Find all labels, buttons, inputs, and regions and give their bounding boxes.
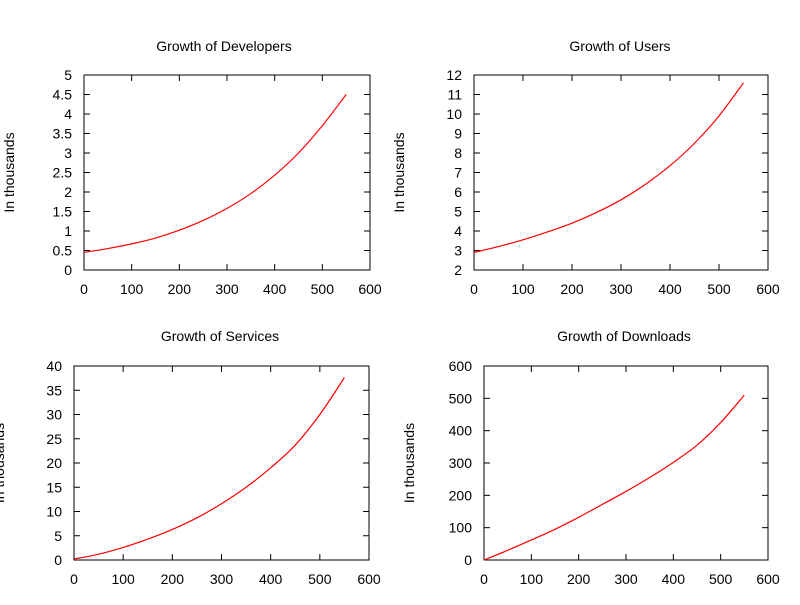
- x-tick-label: 400: [259, 571, 283, 587]
- y-axis-label: In thousands: [391, 132, 407, 212]
- y-tick-label: 4: [64, 106, 72, 122]
- x-tick-label: 600: [756, 571, 780, 587]
- y-tick-label: 0: [64, 262, 72, 278]
- series-line-1: [83, 94, 347, 254]
- y-tick-label: 100: [449, 520, 473, 536]
- y-tick-label: 8: [454, 145, 462, 161]
- y-axis-label: In thousands: [401, 423, 417, 503]
- chart-panel-2: Growth of Users In thousands 0 100 200 300 400…: [391, 38, 780, 297]
- x-tick-label: 100: [511, 281, 535, 297]
- plot-frame: [83, 74, 371, 271]
- x-tick-label: 300: [215, 281, 239, 297]
- y-tick-label: 7: [454, 165, 462, 181]
- chart-title: Growth of Downloads: [557, 328, 691, 344]
- y-tick-label: 200: [449, 487, 473, 503]
- x-tick-label: 200: [168, 281, 192, 297]
- y-tick-label: 5: [454, 204, 462, 220]
- x-tick-label: 600: [358, 281, 382, 297]
- y-tick-label: 20: [46, 455, 62, 471]
- y-axis-label: In thousands: [1, 132, 17, 212]
- y-tick-label: 15: [46, 479, 62, 495]
- series-line-1: [73, 377, 345, 560]
- y-tick-label: 400: [449, 423, 473, 439]
- y-tick-label: 10: [46, 504, 62, 520]
- y-tick-label: 3: [454, 243, 462, 259]
- x-tick-label: 500: [709, 571, 733, 587]
- y-tick-label: 1: [64, 223, 72, 239]
- chart-title: Growth of Users: [569, 38, 670, 54]
- x-tick-label: 100: [120, 281, 144, 297]
- y-tick-label: 2: [64, 184, 72, 200]
- y-axis-label: In thousands: [0, 423, 7, 503]
- x-tick-label: 300: [210, 571, 234, 587]
- y-tick-label: 9: [454, 126, 462, 142]
- x-tick-label: 200: [567, 571, 591, 587]
- y-tick-label: 500: [449, 390, 473, 406]
- series-line-1: [473, 82, 744, 254]
- y-tick-label: 10: [446, 106, 462, 122]
- x-tick-label: 500: [707, 281, 731, 297]
- x-tick-label: 0: [80, 281, 88, 297]
- y-tick-label: 300: [449, 455, 473, 471]
- y-tick-label: 0.5: [53, 243, 73, 259]
- x-tick-label: 200: [161, 571, 185, 587]
- x-tick-label: 300: [614, 571, 638, 587]
- x-tick-label: 200: [560, 281, 584, 297]
- y-tick-label: 4.5: [53, 87, 73, 103]
- y-tick-label: 1.5: [53, 204, 73, 220]
- x-tick-label: 0: [470, 281, 478, 297]
- x-tick-label: 100: [111, 571, 135, 587]
- plot-frame: [483, 365, 769, 561]
- y-tick-label: 2.5: [53, 165, 73, 181]
- y-tick-label: 600: [449, 358, 473, 374]
- y-tick-label: 0: [54, 552, 62, 568]
- y-tick-label: 5: [54, 528, 62, 544]
- y-tick-label: 0: [464, 552, 472, 568]
- chart-panel-4: Growth of Downloads In thousands 0 100 200 30…: [401, 328, 780, 587]
- chart-title: Growth of Services: [161, 328, 279, 344]
- y-tick-label: 5: [64, 67, 72, 83]
- x-tick-label: 400: [263, 281, 287, 297]
- y-tick-label: 3: [64, 145, 72, 161]
- y-tick-label: 25: [46, 431, 62, 447]
- x-tick-label: 600: [756, 281, 780, 297]
- y-tick-label: 35: [46, 382, 62, 398]
- y-tick-label: 6: [454, 184, 462, 200]
- y-tick-label: 40: [46, 358, 62, 374]
- y-tick-label: 2: [454, 262, 462, 278]
- chart-title: Growth of Developers: [156, 38, 291, 54]
- x-tick-label: 0: [480, 571, 488, 587]
- x-tick-label: 600: [357, 571, 381, 587]
- y-tick-label: 4: [454, 223, 462, 239]
- x-tick-label: 400: [662, 571, 686, 587]
- x-tick-label: 100: [520, 571, 544, 587]
- chart-panel-1: Growth of Developers In thousands 0 100 200 3…: [1, 38, 382, 297]
- y-tick-label: 11: [447, 87, 462, 103]
- x-tick-label: 400: [658, 281, 682, 297]
- x-tick-label: 500: [308, 571, 332, 587]
- y-tick-label: 3.5: [53, 126, 73, 142]
- x-tick-label: 500: [311, 281, 335, 297]
- series-line-1: [483, 394, 745, 561]
- plot-frame: [73, 365, 370, 561]
- y-tick-label: 12: [446, 67, 462, 83]
- y-tick-label: 30: [46, 407, 62, 423]
- x-tick-label: 0: [70, 571, 78, 587]
- x-tick-label: 300: [609, 281, 633, 297]
